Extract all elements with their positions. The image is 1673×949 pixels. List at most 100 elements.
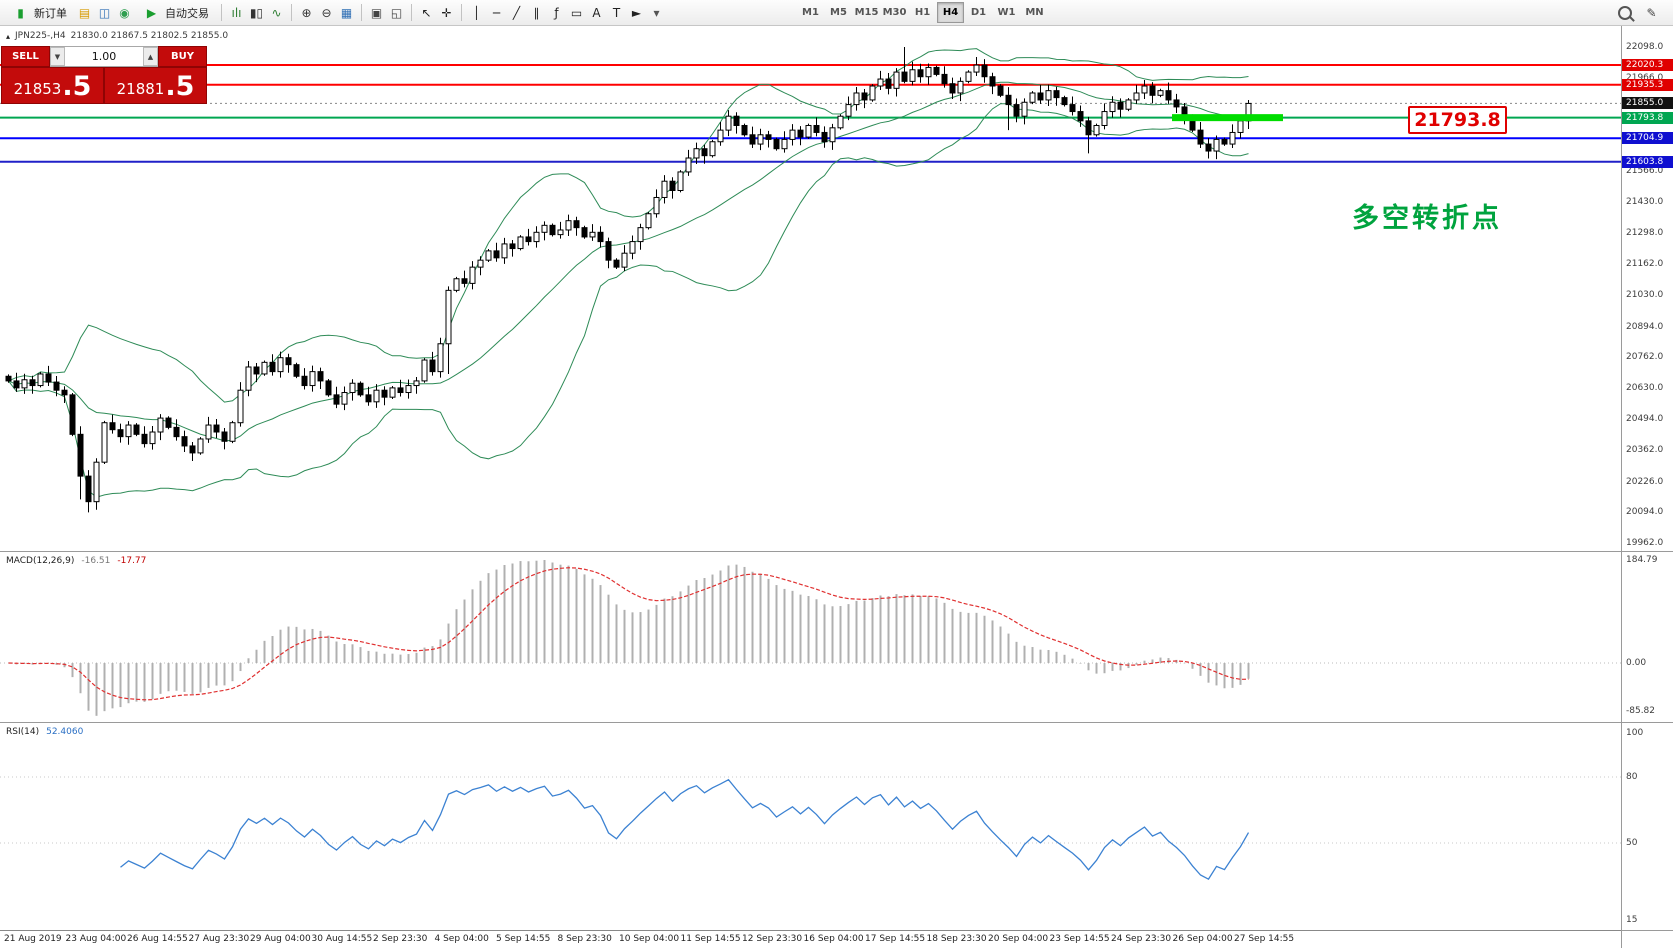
cursor-icon[interactable]: ↖ [421, 5, 432, 20]
time-label: 24 Sep 23:30 [1111, 934, 1172, 944]
macd-scale-tick: 0.00 [1626, 658, 1647, 668]
price-tick: 20226.0 [1626, 476, 1664, 487]
vertical-line-icon[interactable]: │ [472, 5, 481, 20]
zoom-out-icon[interactable]: ⊖ [321, 5, 332, 20]
trendline-icon[interactable]: ╱ [512, 5, 521, 20]
price-tick: 20762.0 [1626, 352, 1664, 363]
main-chart-svg[interactable] [0, 26, 1621, 551]
time-label: 29 Aug 04:00 [250, 934, 311, 944]
pane-divider [1622, 930, 1673, 931]
macd-label: MACD(12,26,9) -16.51 -17.77 [6, 556, 146, 566]
timeframe-m1[interactable]: M1 [802, 7, 819, 18]
text-label-icon[interactable]: T [612, 5, 621, 20]
rsi-svg[interactable] [0, 723, 1621, 930]
time-axis[interactable]: 21 Aug 2019 23 Aug 04:00 26 Aug 14:55 27 Au… [0, 930, 1621, 949]
time-label: 21 Aug 2019 [4, 934, 62, 944]
timeframe-mn[interactable]: MN [1025, 7, 1044, 18]
main-chart-pane[interactable]: ▴ JPN225-,H4 21830.0 21867.5 21802.5 218… [0, 26, 1621, 552]
time-label: 2 Sep 23:30 [373, 934, 428, 944]
rsi-scale-tick: 15 [1626, 915, 1638, 925]
search-icon[interactable] [1615, 3, 1634, 22]
toolbar-separator [461, 4, 462, 21]
new-chart-icon[interactable]: ▣ [370, 5, 383, 20]
volume-down-caret[interactable]: ▼ [50, 47, 65, 66]
time-label: 26 Sep 04:00 [1172, 934, 1233, 944]
zoom-in-icon[interactable]: ⊕ [301, 5, 312, 20]
chart-ohlc-values: 21830.0 21867.5 21802.5 21855.0 [70, 31, 229, 41]
buy-price-main: 21881 [116, 80, 165, 98]
sell-price-button[interactable]: 21853 .5 [1, 67, 104, 104]
arrows-icon[interactable]: ► [631, 5, 642, 20]
sell-price-fraction: .5 [62, 71, 92, 102]
shapes-icon[interactable]: ▭ [570, 5, 583, 20]
pane-divider [1622, 551, 1673, 552]
time-label: 23 Sep 14:55 [1049, 934, 1110, 944]
macd-pane[interactable]: MACD(12,26,9) -16.51 -17.77 [0, 552, 1621, 723]
autotrading-button[interactable]: ▶ 自动交易 [135, 0, 216, 25]
timeframe-w1[interactable]: W1 [997, 7, 1016, 18]
search-icon [1617, 5, 1632, 20]
rsi-scale-tick: 50 [1626, 838, 1638, 848]
timeframe-m5[interactable]: M5 [830, 7, 847, 18]
tools-dropdown-caret[interactable]: ▾ [653, 5, 660, 20]
price-tick: 21430.0 [1626, 197, 1664, 208]
price-tick: 21966.0 [1626, 72, 1664, 83]
navigator-icon[interactable]: ◉ [119, 5, 130, 20]
tile-windows-icon[interactable]: ▦ [340, 5, 353, 20]
timeframe-m15[interactable]: M15 [854, 7, 879, 18]
volume-input[interactable] [65, 47, 143, 66]
chart-profiles-icon[interactable]: ◱ [390, 5, 403, 20]
buy-price-button[interactable]: 21881 .5 [104, 67, 207, 104]
price-tick: 20894.0 [1626, 321, 1664, 332]
pencil-icon[interactable]: ✎ [1646, 5, 1657, 20]
buy-price-fraction: .5 [165, 71, 195, 102]
new-order-button-label: 新订单 [34, 6, 67, 20]
price-tick: 20630.0 [1626, 382, 1664, 393]
macd-value-signal: -17.77 [117, 556, 147, 566]
timeframe-h4[interactable]: H4 [937, 2, 964, 23]
sell-button[interactable]: SELL [1, 46, 50, 67]
rsi-name: RSI(14) [6, 727, 40, 737]
buy-button[interactable]: BUY [158, 46, 207, 67]
macd-svg[interactable] [0, 552, 1621, 722]
rsi-pane[interactable]: RSI(14) 52.4060 [0, 723, 1621, 930]
volume-up-caret[interactable]: ▲ [143, 47, 158, 66]
price-tick-highlight: 21603.8 [1622, 155, 1673, 168]
market-watch-icon[interactable]: ▤ [78, 5, 91, 20]
toolbar-separator [411, 4, 412, 21]
timeframe-h1[interactable]: H1 [914, 7, 931, 18]
time-label: 4 Sep 04:00 [434, 934, 489, 944]
bar-chart-type-icon[interactable]: ılı [231, 5, 242, 20]
timeframe-d1[interactable]: D1 [970, 7, 987, 18]
time-label: 26 Aug 14:55 [127, 934, 188, 944]
new-order-button[interactable]: ▮ 新订单 [4, 0, 74, 25]
price-axis[interactable]: 22098.0 21966.0 21566.0 21430.0 21298.0 21162… [1621, 26, 1673, 948]
macd-scale-tick: -85.82 [1626, 706, 1656, 716]
channel-icon[interactable]: ∥ [533, 5, 540, 20]
macd-value-main: -16.51 [81, 556, 111, 566]
time-label: 8 Sep 23:30 [557, 934, 612, 944]
price-tick: 21162.0 [1626, 259, 1664, 270]
chart-symbol-timeframe: JPN225-,H4 [15, 31, 66, 41]
price-tick-highlight: 21935.3 [1622, 78, 1673, 91]
main-toolbar: ▮ 新订单 ▤ ◫ ◉ ▶ 自动交易 ılı ▮▯ ∿ ⊕ ⊖ ▦ ▣ ◱ ↖ ✛ │ ─ ╱ ∥ ƒ ▭ A T ► ▾ M1 M5 M… [0, 0, 1673, 26]
timeframe-m30[interactable]: M30 [882, 7, 907, 18]
fibonacci-icon[interactable]: ƒ [554, 5, 559, 20]
line-chart-type-icon[interactable]: ∿ [271, 5, 282, 20]
price-tick-highlight: 22020.3 [1622, 59, 1673, 72]
time-label: 18 Sep 23:30 [926, 934, 987, 944]
price-tick-highlight: 21793.8 [1622, 111, 1673, 124]
time-label: 30 Aug 14:55 [311, 934, 373, 944]
price-tick-highlight: 21704.9 [1622, 132, 1673, 145]
crosshair-icon[interactable]: ✛ [441, 5, 452, 20]
toolbar-separator [221, 4, 222, 21]
candlestick-chart-type-icon[interactable]: ▮▯ [249, 5, 264, 20]
price-tick: 22098.0 [1626, 42, 1664, 52]
data-window-icon[interactable]: ◫ [98, 5, 111, 20]
text-icon[interactable]: A [592, 5, 601, 20]
price-level-callout[interactable]: 21793.8 [1408, 106, 1507, 134]
one-click-trading-panel: SELL ▼ ▲ BUY 21853 .5 21881 .5 [1, 46, 207, 104]
rsi-scale-tick: 80 [1626, 772, 1638, 782]
timeframe-group: M1 M5 M15 M30 H1 H4 D1 W1 MN [797, 2, 1048, 23]
horizontal-line-icon[interactable]: ─ [492, 5, 501, 20]
